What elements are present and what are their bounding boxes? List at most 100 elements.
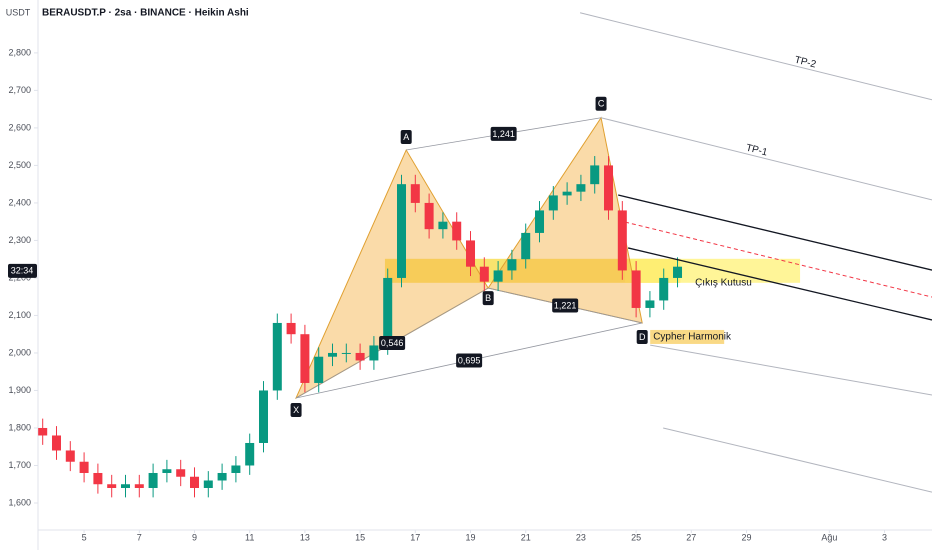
candle-body [148, 472, 158, 488]
y-tick-label: 2,600 [8, 122, 31, 132]
candle-body [562, 191, 572, 196]
y-tick-label: 1,900 [8, 385, 31, 395]
candle-body [231, 465, 241, 473]
candle-body [673, 266, 683, 278]
y-tick-label: 1,600 [8, 497, 31, 507]
candle-body [314, 356, 324, 383]
y-tick-label: 2,800 [8, 47, 31, 57]
candle-body [548, 195, 558, 211]
ratio-box [379, 336, 406, 351]
candle-body [245, 442, 255, 466]
y-tick-label: 1,800 [8, 422, 31, 432]
candle-body [631, 270, 641, 308]
candle-body [107, 484, 117, 488]
y-axis-label: USDT [6, 7, 31, 17]
candle-body [203, 480, 213, 488]
candle-body [93, 472, 103, 485]
trend-line [627, 247, 932, 321]
pattern-point [290, 402, 302, 417]
candle-body [162, 469, 172, 473]
x-tick-label: 17 [410, 532, 420, 542]
trend-line [618, 194, 932, 271]
trend-label: TP-1 [745, 143, 769, 159]
trend-line [600, 117, 932, 201]
x-tick-label: 27 [686, 532, 696, 542]
x-tick-label: 15 [355, 532, 365, 542]
ratio-label: 0,546 [381, 338, 404, 348]
candle-body [645, 300, 655, 308]
ratio-label: 0,695 [458, 355, 481, 365]
candle-body [217, 472, 227, 481]
candle-body [38, 427, 48, 436]
y-tick-label: 2,700 [8, 85, 31, 95]
candle-body [176, 469, 186, 477]
candle-body [355, 352, 365, 361]
x-tick-label: Ağu [821, 532, 837, 542]
candle-body [272, 322, 282, 391]
candle-body [424, 202, 434, 230]
candle-body [300, 334, 310, 383]
x-tick-label: 29 [742, 532, 752, 542]
trend-line [624, 221, 932, 298]
x-tick-label: 13 [300, 532, 310, 542]
candle-body [286, 322, 296, 335]
y-tick-label: 2,400 [8, 197, 31, 207]
candle-body [65, 450, 75, 462]
y-tick-label: 2,500 [8, 160, 31, 170]
x-tick-label: 5 [82, 532, 87, 542]
candle-body [493, 270, 503, 282]
x-tick-label: 21 [521, 532, 531, 542]
candle-body [189, 476, 199, 488]
candle-body [120, 484, 130, 488]
trend-line [579, 12, 932, 101]
pattern-point-label: D [639, 332, 646, 342]
candle-body [659, 277, 669, 301]
pattern-point [636, 329, 648, 344]
countdown: 32:34 [11, 266, 34, 276]
candles [38, 156, 683, 498]
candle-body [328, 352, 338, 357]
pattern-name: Cypher Harmonik [653, 332, 732, 343]
pattern-point-label: A [403, 132, 409, 142]
zones [384, 258, 801, 283]
candle-body [438, 221, 448, 230]
candle-body [521, 232, 531, 260]
pattern-point-label: C [598, 99, 605, 109]
x-tick-label: 7 [137, 532, 142, 542]
chart-title: BERAUSDT.P · 2sa · BINANCE · Heikin Ashi [42, 8, 249, 19]
x-tick-label: 19 [466, 532, 476, 542]
x-tick-label: 23 [576, 532, 586, 542]
candle-body [479, 266, 489, 282]
y-tick-label: 2,100 [8, 310, 31, 320]
pattern-point [482, 291, 494, 306]
candle-body [134, 484, 144, 488]
candle-body [466, 240, 476, 267]
zone [625, 258, 801, 283]
trend-line [650, 344, 932, 396]
y-tick-label: 1,700 [8, 460, 31, 470]
x-tick-label: 3 [882, 532, 887, 542]
candle-body [576, 184, 586, 192]
pattern-name-box [650, 329, 725, 344]
ratio-box [456, 353, 483, 368]
candle-body [507, 259, 517, 271]
pattern-point-label: B [485, 293, 491, 303]
pattern-point-label: X [293, 405, 299, 415]
trend-label: TP-2 [793, 55, 817, 71]
candle-body [383, 277, 393, 346]
candle-body [341, 352, 351, 354]
candle-body [535, 210, 545, 233]
x-tick-label: 11 [245, 532, 254, 542]
candle-body [604, 165, 614, 211]
candle-body [410, 184, 420, 203]
candle-body [617, 210, 627, 271]
trend-line [663, 427, 932, 493]
x-tick-label: 9 [192, 532, 197, 542]
ratio-box [490, 126, 517, 141]
candle-body [259, 390, 269, 443]
ratio-box [552, 298, 579, 313]
y-tick-label: 2,300 [8, 235, 31, 245]
y-tick-label: 2,000 [8, 347, 31, 357]
